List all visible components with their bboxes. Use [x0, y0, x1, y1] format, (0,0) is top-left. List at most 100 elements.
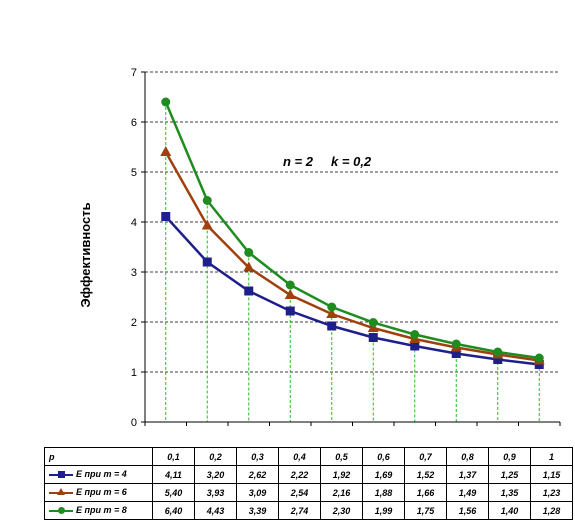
y-axis-label: Эффективность: [78, 202, 93, 307]
data-point: [327, 302, 337, 312]
value-cell: 2,30: [320, 501, 363, 520]
chart-canvas: 0 1 2 3 4 5 6 7 Эффективность n = 2 k = 0,2: [78, 67, 561, 429]
header-cell-p: p: [44, 447, 153, 466]
table-row: E при m = 6 5,40 3,93 3,09 2,54 2,16 1,88 1,66 1…: [44, 483, 573, 502]
legend-marker: [58, 470, 65, 478]
table-header-row: p 0,1 0,2 0,3 0,4 0,5 0,6 0,7 0,8 0,9 1: [44, 447, 573, 466]
legend-label: E при m = 6: [76, 487, 127, 498]
legend-key: [49, 470, 73, 480]
data-point: [202, 257, 212, 267]
data-point: [202, 196, 212, 205]
y-tick-label: 7: [131, 67, 137, 79]
data-point: [410, 341, 420, 351]
data-point: [451, 339, 461, 349]
header-cell: 1: [530, 447, 573, 466]
data-table: p 0,1 0,2 0,3 0,4 0,5 0,6 0,7 0,8 0,9 1 E при m = 4…: [44, 447, 573, 520]
header-cell: 0,6: [362, 447, 405, 466]
data-point: [451, 349, 461, 358]
value-cell: 1,99: [362, 501, 405, 520]
y-tick-label: 3: [131, 267, 137, 279]
header-cell: 0,7: [404, 447, 447, 466]
series-square: [161, 212, 544, 369]
value-cell: 1,28: [530, 501, 573, 520]
data-point: [161, 97, 171, 107]
legend-key: [49, 506, 73, 516]
data-point: [368, 318, 378, 327]
series-line: [164, 101, 540, 360]
value-cell: 6,40: [152, 501, 195, 520]
data-point: [244, 248, 254, 257]
data-point: [201, 219, 213, 230]
header-cell: 0,9: [488, 447, 531, 466]
value-cell: 4,43: [194, 501, 237, 520]
value-cell: 1,25: [488, 465, 531, 484]
value-cell: 4,11: [152, 465, 195, 484]
series-circle: [161, 97, 544, 363]
legend-marker: [58, 506, 65, 514]
data-point: [534, 353, 544, 363]
header-cell: 0,4: [278, 447, 321, 466]
legend-label: E при m = 8: [76, 505, 127, 516]
header-cell: 0,3: [236, 447, 279, 466]
value-cell: 1,56: [446, 501, 489, 520]
value-cell: 3,93: [194, 483, 237, 502]
y-tick-label: 2: [131, 317, 137, 329]
data-point: [368, 333, 378, 342]
series-legend-cell: E при m = 6: [44, 483, 153, 502]
data-point: [285, 306, 295, 316]
y-tick-label: 5: [131, 167, 137, 179]
data-point: [161, 212, 171, 221]
value-cell: 2,54: [278, 483, 321, 502]
y-tick-label: 4: [131, 217, 137, 229]
value-cell: 3,39: [236, 501, 279, 520]
value-cell: 3,09: [236, 483, 279, 502]
data-point: [493, 347, 503, 357]
value-cell: 2,16: [320, 483, 363, 502]
value-cell: 1,69: [362, 465, 405, 484]
value-cell: 1,52: [404, 465, 447, 484]
table-row: E при m = 8 6,40 4,43 3,39 2,74 2,30 1,99 1,75 1…: [44, 501, 573, 520]
value-cell: 1,75: [404, 501, 447, 520]
drop-lines: [165, 102, 540, 422]
legend-key: [49, 487, 73, 498]
value-cell: 1,92: [320, 465, 363, 484]
series-line: [164, 215, 540, 366]
table-row: E при m = 4 4,11 3,20 2,62 2,22 1,92 1,69 1,52 1…: [44, 465, 573, 484]
header-cell: 0,5: [320, 447, 363, 466]
value-cell: 2,62: [236, 465, 279, 484]
data-point: [285, 280, 295, 290]
value-cell: 1,49: [446, 483, 489, 502]
value-cell: 2,74: [278, 501, 321, 520]
data-point: [326, 308, 338, 318]
series-legend-cell: E при m = 8: [44, 501, 153, 520]
header-cell: 0,1: [152, 447, 195, 466]
value-cell: 1,40: [488, 501, 531, 520]
value-cell: 1,88: [362, 483, 405, 502]
data-point: [493, 355, 503, 364]
value-cell: 1,15: [530, 465, 573, 484]
series-group: [160, 97, 545, 369]
axes: [141, 71, 561, 426]
legend-marker: [57, 487, 65, 495]
y-tick-label: 1: [131, 367, 137, 379]
data-point: [243, 261, 255, 272]
value-cell: 1,35: [488, 483, 531, 502]
header-cell: 0,8: [446, 447, 489, 466]
legend-label: E при m = 4: [76, 469, 127, 480]
y-tick-labels: 0 1 2 3 4 5 6 7: [131, 67, 137, 429]
value-cell: 1,66: [404, 483, 447, 502]
series-legend-cell: E при m = 4: [44, 465, 153, 484]
y-tick-label: 0: [131, 417, 137, 429]
series-line: [164, 151, 540, 362]
y-tick-label: 6: [131, 117, 137, 129]
value-cell: 5,40: [152, 483, 195, 502]
value-cell: 2,22: [278, 465, 321, 484]
data-point: [160, 146, 172, 156]
data-point: [410, 330, 420, 339]
value-cell: 1,23: [530, 483, 573, 502]
data-point: [327, 321, 337, 331]
data-point: [244, 286, 254, 296]
chart-annotation: n = 2 k = 0,2: [283, 154, 372, 169]
header-cell: 0,2: [194, 447, 237, 466]
value-cell: 1,37: [446, 465, 489, 484]
